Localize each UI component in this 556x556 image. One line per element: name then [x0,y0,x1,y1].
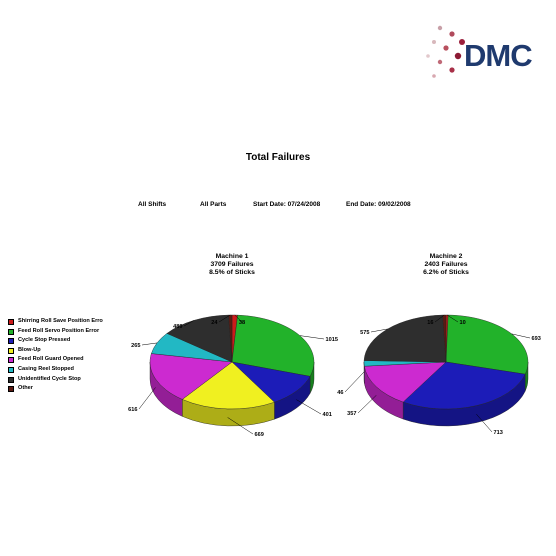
legend-label: Feed Roll Servo Position Error [18,327,100,334]
legend-label: Cycle Stop Pressed [18,337,71,344]
data-label: 616 [128,407,137,413]
machine-1-title: Machine 1 3709 Failures 8.5% of Sticks [172,253,292,277]
pie-slice-1-4 [149,353,233,400]
legend-item: Feed Roll Guard Opened [8,356,158,366]
chart-legend: Shirring Roll Save Position Erro Feed Ro… [8,318,158,395]
data-label: 575 [360,330,369,336]
data-label-leader [357,395,377,414]
machine-1-sticks: 8.5% of Sticks [209,269,255,276]
data-label-leader [446,314,459,323]
legend-item: Other [8,385,158,395]
dmc-logo-text: DMC [464,38,533,73]
report-title: Total Failures [245,152,311,163]
data-label: 46 [337,390,343,396]
machine-1-name: Machine 1 [215,253,249,260]
legend-label: Blow-Up [18,346,41,353]
legend-item: Casing Reel Stopped [8,366,158,376]
machine-2-sticks: 6.2% of Sticks [423,269,469,276]
data-label-leader [296,399,322,415]
data-label: 265 [131,343,140,349]
legend-item: Shirring Roll Save Position Erro [8,318,158,328]
dmc-logo-dots [426,25,465,78]
pie-slice-2-4 [364,361,447,403]
data-label: 24 [211,320,218,326]
pie-machine-1: 38 1015 401 669 616 265 489 24 [128,314,338,438]
data-label: 16 [427,320,433,326]
legend-item: Unidentified Cycle Stop [8,376,158,386]
data-label-leader [141,342,158,346]
machine-2-name: Machine 2 [429,253,463,260]
legend-swatch [8,386,14,393]
start-date: Start Date: 07/24/2008 [253,201,321,208]
end-date: End Date: 09/02/2008 [346,201,411,208]
data-label-leader [234,314,243,323]
data-label: 38 [239,320,245,326]
data-label-leader [138,387,156,410]
data-label-leader [227,417,254,435]
data-label-leader [511,333,531,339]
data-label-leader [344,371,365,393]
data-label: 10 [460,320,466,326]
data-label: 357 [347,411,356,417]
pie-slice-2-1 [445,314,529,375]
data-label-leader [299,335,325,340]
machine-1-failures: 3709 Failures [210,261,254,268]
legend-label: Shirring Roll Save Position Erro [18,318,103,324]
machine-2-failures: 2403 Failures [424,261,468,268]
parts-filter: All Parts [200,201,227,208]
pie-slice-1-3 [181,361,275,410]
data-label: 713 [494,430,503,436]
data-label-leader [476,413,493,433]
data-label-leader [218,314,231,323]
legend-label: Casing Reel Stopped [18,365,74,372]
legend-swatch [8,338,14,345]
legend-item: Feed Roll Servo Position Error [8,328,158,338]
legend-swatch [8,376,14,383]
legend-swatch [8,357,14,364]
data-label: 669 [255,432,264,438]
legend-swatch [8,347,14,354]
legend-swatch [8,328,14,335]
pie-slice-2-6 [363,314,447,363]
pie-machine-2: 10 693 713 357 46 575 16 [337,314,541,436]
legend-label: Feed Roll Guard Opened [18,356,84,363]
legend-label: Unidentified Cycle Stop [18,375,81,382]
shift-filter: All Shifts [138,201,167,208]
data-label-leader [183,320,195,327]
legend-item: Blow-Up [8,347,158,357]
machine-2-title: Machine 2 2403 Failures 6.2% of Sticks [386,253,506,277]
data-label-leader [370,328,388,333]
data-label: 693 [532,336,541,342]
data-label: 401 [323,412,332,418]
legend-swatch [8,366,14,373]
legend-label: Other [18,385,33,392]
legend-swatch [8,319,14,325]
data-label: 489 [173,324,182,330]
data-label: 1015 [326,337,338,343]
data-label-leader [434,314,445,323]
legend-item: Cycle Stop Pressed [8,337,158,347]
